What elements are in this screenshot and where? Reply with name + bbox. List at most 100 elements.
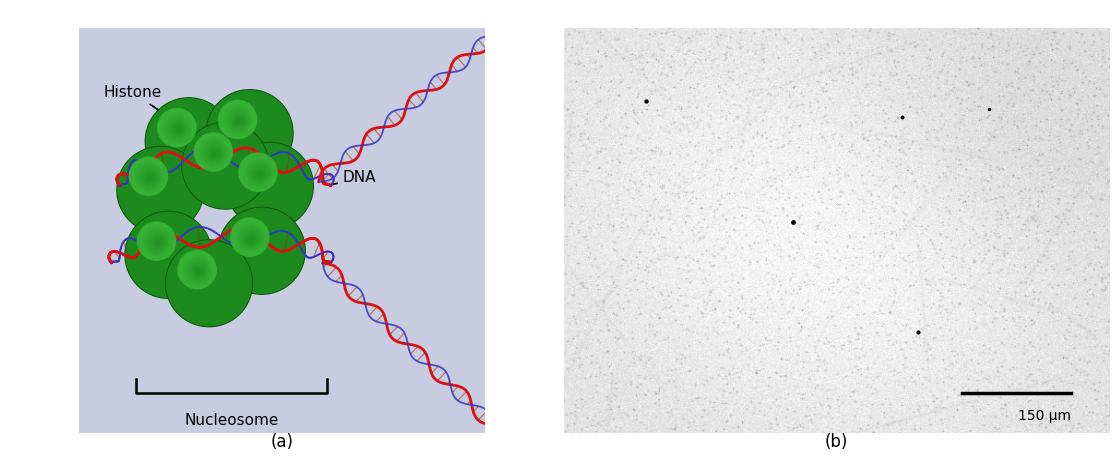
Circle shape bbox=[166, 241, 251, 326]
Circle shape bbox=[183, 123, 268, 208]
Circle shape bbox=[146, 99, 231, 183]
Circle shape bbox=[118, 148, 202, 232]
Circle shape bbox=[166, 241, 251, 325]
Circle shape bbox=[157, 242, 160, 244]
Circle shape bbox=[183, 124, 267, 207]
Circle shape bbox=[237, 119, 242, 124]
Circle shape bbox=[126, 213, 210, 297]
Circle shape bbox=[166, 241, 251, 325]
Circle shape bbox=[201, 140, 227, 165]
Circle shape bbox=[126, 212, 211, 297]
Circle shape bbox=[219, 208, 304, 293]
Circle shape bbox=[232, 219, 268, 255]
Circle shape bbox=[193, 266, 203, 276]
Circle shape bbox=[168, 242, 251, 325]
Circle shape bbox=[207, 91, 293, 176]
Circle shape bbox=[166, 241, 251, 325]
Circle shape bbox=[228, 143, 312, 228]
Circle shape bbox=[146, 99, 231, 183]
Circle shape bbox=[166, 241, 251, 326]
Circle shape bbox=[146, 230, 169, 254]
Circle shape bbox=[126, 213, 211, 297]
Circle shape bbox=[228, 144, 312, 228]
Circle shape bbox=[207, 91, 292, 176]
Circle shape bbox=[118, 148, 202, 232]
Circle shape bbox=[146, 99, 231, 184]
Circle shape bbox=[126, 213, 211, 297]
Circle shape bbox=[185, 258, 211, 283]
Circle shape bbox=[219, 208, 304, 293]
Circle shape bbox=[126, 213, 211, 297]
Circle shape bbox=[183, 124, 267, 207]
Circle shape bbox=[228, 144, 312, 228]
Circle shape bbox=[183, 124, 267, 208]
Circle shape bbox=[183, 124, 267, 207]
Circle shape bbox=[126, 213, 211, 297]
Circle shape bbox=[208, 91, 292, 175]
Circle shape bbox=[219, 208, 304, 293]
Circle shape bbox=[126, 213, 210, 297]
Circle shape bbox=[218, 207, 305, 294]
Circle shape bbox=[118, 148, 202, 232]
Circle shape bbox=[183, 123, 268, 208]
Circle shape bbox=[183, 123, 268, 208]
Circle shape bbox=[220, 209, 304, 293]
Circle shape bbox=[126, 213, 210, 297]
Circle shape bbox=[146, 99, 231, 183]
Circle shape bbox=[236, 118, 244, 125]
Circle shape bbox=[231, 113, 247, 129]
Circle shape bbox=[237, 224, 265, 252]
Circle shape bbox=[208, 91, 292, 175]
Circle shape bbox=[166, 241, 251, 325]
Circle shape bbox=[228, 144, 312, 228]
Circle shape bbox=[132, 160, 165, 193]
Circle shape bbox=[226, 107, 251, 133]
Circle shape bbox=[166, 241, 251, 326]
Circle shape bbox=[246, 160, 271, 186]
Circle shape bbox=[200, 138, 228, 166]
Circle shape bbox=[207, 146, 222, 161]
Point bbox=[637, 97, 655, 104]
Circle shape bbox=[219, 100, 257, 139]
Circle shape bbox=[141, 225, 173, 258]
Circle shape bbox=[143, 228, 171, 256]
Circle shape bbox=[166, 241, 251, 325]
Circle shape bbox=[228, 144, 312, 228]
Circle shape bbox=[227, 143, 313, 229]
Circle shape bbox=[240, 228, 261, 248]
Circle shape bbox=[146, 99, 231, 183]
Circle shape bbox=[197, 136, 230, 169]
Circle shape bbox=[125, 212, 212, 298]
Circle shape bbox=[130, 157, 168, 195]
Circle shape bbox=[183, 123, 268, 208]
Circle shape bbox=[154, 239, 162, 247]
Circle shape bbox=[146, 99, 231, 183]
Circle shape bbox=[208, 91, 292, 175]
Circle shape bbox=[118, 148, 202, 232]
Text: DNA: DNA bbox=[330, 170, 376, 185]
Circle shape bbox=[228, 144, 312, 228]
Circle shape bbox=[118, 148, 203, 232]
Circle shape bbox=[161, 111, 193, 144]
Circle shape bbox=[168, 241, 251, 325]
Circle shape bbox=[227, 143, 313, 229]
Circle shape bbox=[143, 171, 156, 184]
Circle shape bbox=[146, 99, 231, 183]
Point bbox=[981, 105, 999, 112]
Circle shape bbox=[235, 222, 266, 253]
Circle shape bbox=[235, 116, 245, 126]
Circle shape bbox=[118, 148, 202, 232]
Circle shape bbox=[220, 102, 256, 137]
Circle shape bbox=[118, 148, 202, 232]
Circle shape bbox=[183, 123, 268, 208]
Circle shape bbox=[118, 148, 202, 232]
Circle shape bbox=[249, 163, 269, 183]
Circle shape bbox=[210, 148, 220, 159]
Circle shape bbox=[117, 148, 203, 232]
Circle shape bbox=[140, 167, 160, 188]
Circle shape bbox=[208, 91, 292, 175]
Circle shape bbox=[248, 235, 256, 242]
Circle shape bbox=[220, 209, 304, 293]
Circle shape bbox=[220, 209, 304, 293]
Circle shape bbox=[146, 99, 231, 183]
